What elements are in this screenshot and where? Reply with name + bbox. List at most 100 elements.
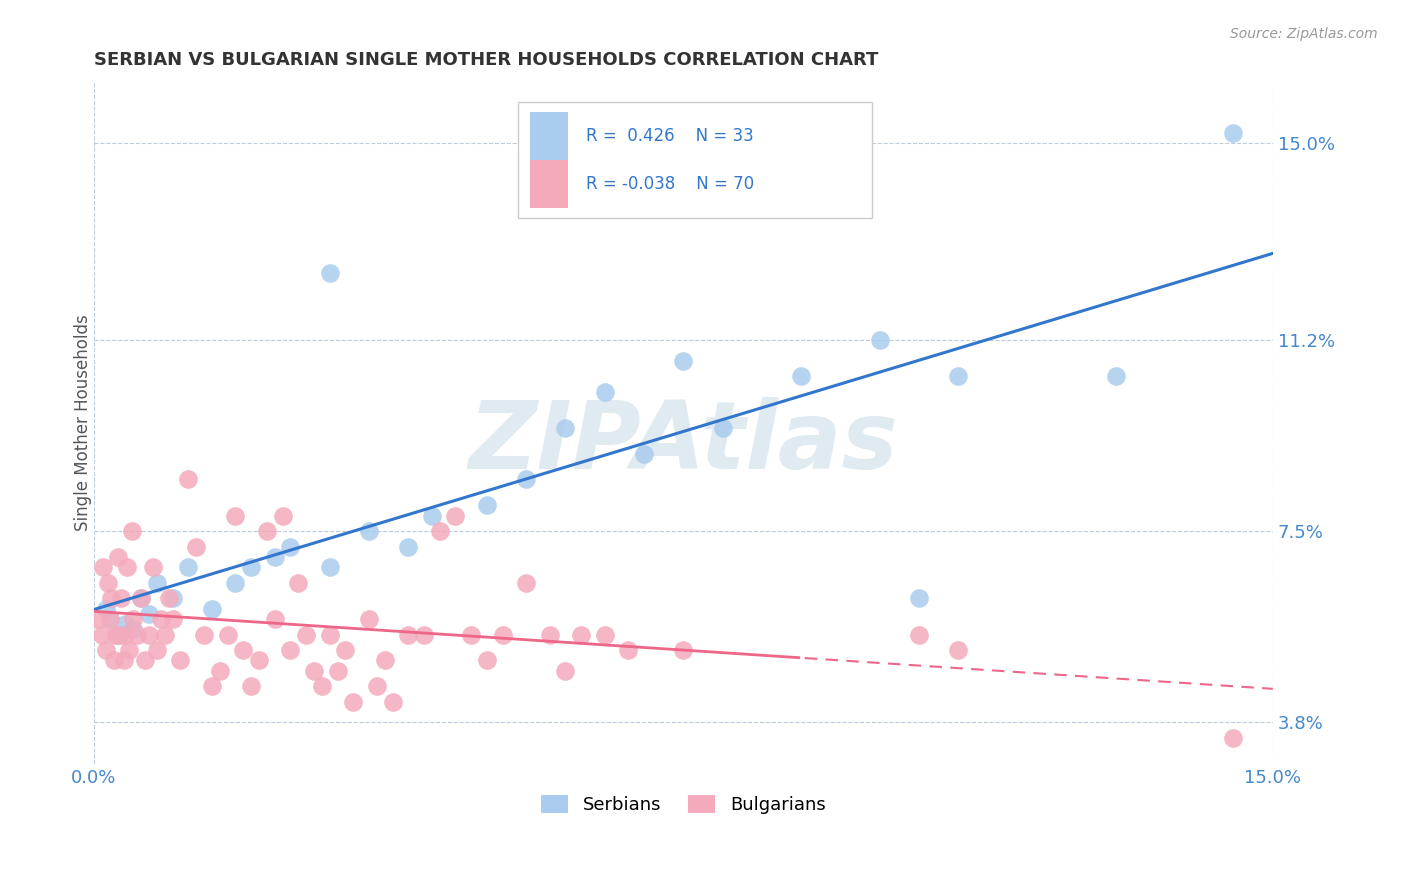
Point [149, 612, 172, 626]
Point [672, 643, 695, 657]
Text: R =  0.426    N = 33: R = 0.426 N = 33 [585, 127, 754, 145]
Point [100, 591, 122, 606]
Point [342, 695, 364, 709]
Point [413, 627, 436, 641]
Point [593, 627, 616, 641]
Point [115, 560, 138, 574]
Point [554, 664, 576, 678]
Text: Source: ZipAtlas.com: Source: ZipAtlas.com [1230, 27, 1378, 41]
Bar [530, 160, 568, 208]
Point [1222, 731, 1244, 745]
Point [569, 627, 592, 641]
Point [396, 627, 419, 641]
Point [177, 473, 200, 487]
Point [122, 623, 145, 637]
Point [169, 653, 191, 667]
Point [381, 695, 404, 709]
Point [94, 601, 117, 615]
Point [240, 560, 263, 574]
Point [335, 643, 357, 657]
Point [948, 369, 970, 384]
Point [127, 627, 149, 641]
Point [107, 549, 129, 564]
Point [396, 540, 419, 554]
Point [429, 524, 451, 538]
Point [134, 653, 156, 667]
Point [118, 643, 141, 657]
Point [184, 540, 207, 554]
Point [142, 560, 165, 574]
Point [374, 653, 396, 667]
Point [1222, 126, 1244, 140]
Point [108, 627, 131, 641]
Point [948, 643, 970, 657]
Point [201, 679, 224, 693]
Point [790, 369, 813, 384]
Point [232, 643, 254, 657]
Point [869, 333, 891, 347]
Point [1104, 369, 1126, 384]
Point [193, 627, 215, 641]
Point [110, 591, 132, 606]
Point [153, 627, 176, 641]
Point [538, 627, 561, 641]
Point [90, 627, 112, 641]
Point [98, 612, 121, 626]
Point [475, 498, 498, 512]
Point [87, 612, 110, 626]
Point [121, 524, 143, 538]
Point [280, 643, 302, 657]
Bar [530, 112, 568, 160]
Point [217, 627, 239, 641]
Point [318, 266, 340, 280]
Point [224, 508, 246, 523]
FancyBboxPatch shape [519, 102, 872, 218]
Point [94, 643, 117, 657]
Point [515, 575, 537, 590]
Point [177, 560, 200, 574]
Point [157, 591, 180, 606]
Point [263, 612, 285, 626]
Y-axis label: Single Mother Households: Single Mother Households [75, 314, 91, 531]
Text: R = -0.038    N = 70: R = -0.038 N = 70 [585, 175, 754, 193]
Point [162, 612, 184, 626]
Point [460, 627, 482, 641]
Point [240, 679, 263, 693]
Point [475, 653, 498, 667]
Point [129, 591, 152, 606]
Point [318, 560, 340, 574]
Text: ZIPAtlas: ZIPAtlas [468, 397, 898, 489]
Point [256, 524, 278, 538]
Point [162, 591, 184, 606]
Point [672, 353, 695, 368]
Point [593, 384, 616, 399]
Point [326, 664, 349, 678]
Point [104, 627, 127, 641]
Point [98, 612, 121, 626]
Point [908, 627, 931, 641]
Point [146, 643, 169, 657]
Point [311, 679, 333, 693]
Point [302, 664, 325, 678]
Point [357, 612, 380, 626]
Point [112, 653, 135, 667]
Text: SERBIAN VS BULGARIAN SINGLE MOTHER HOUSEHOLDS CORRELATION CHART: SERBIAN VS BULGARIAN SINGLE MOTHER HOUSE… [94, 51, 879, 69]
Point [103, 653, 125, 667]
Point [271, 508, 294, 523]
Point [554, 421, 576, 435]
Point [617, 643, 640, 657]
Point [97, 575, 120, 590]
Point [146, 575, 169, 590]
Point [93, 560, 115, 574]
Point [122, 612, 145, 626]
Point [208, 664, 231, 678]
Point [201, 601, 224, 615]
Point [129, 591, 152, 606]
Point [224, 575, 246, 590]
Point [318, 627, 340, 641]
Point [114, 627, 136, 641]
Point [711, 421, 734, 435]
Point [295, 627, 318, 641]
Point [280, 540, 302, 554]
Point [138, 607, 160, 621]
